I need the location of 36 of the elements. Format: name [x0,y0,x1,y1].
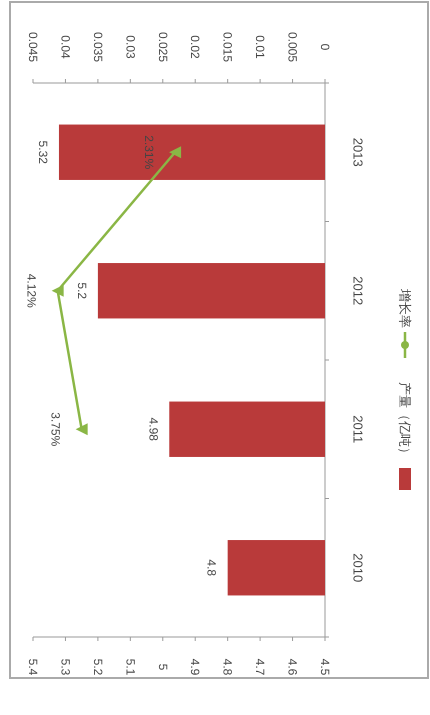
data-label: 4.98 [146,418,160,442]
point [76,423,88,436]
y-tick-label: 2010 [350,553,366,582]
x-tick-label: 4.7 [253,658,268,676]
x-tick-label: 5 [156,664,170,671]
x2-tick-label: 0.04 [58,35,72,59]
x-tick-label: 4.6 [286,658,300,676]
x2-tick-label: 0.02 [188,35,202,59]
x-tick-label: 4.9 [188,658,202,676]
x2-tick-label: 0.015 [220,32,235,62]
data-label: 5.32 [36,140,50,164]
x2-tick-label: 0 [318,44,332,51]
x-tick-label: 5.1 [123,658,138,676]
text: 增长率 [398,288,412,328]
data-label: 4.12% [24,274,39,308]
y-tick-label: 2011 [350,415,366,444]
x2-tick-label: 0.005 [286,32,300,62]
x2-tick-label: 0.01 [253,35,268,59]
x2-tick-label: 0.03 [123,35,138,59]
y-tick-label: 2013 [350,138,366,167]
data-label: 4.8 [204,559,219,576]
x-tick-label: 5.3 [58,658,72,676]
data-label: 2.31% [142,135,156,170]
data-label: 5.2 [74,282,89,300]
x2-tick-label: 0.025 [156,32,170,62]
point [52,284,64,297]
x-tick-label: 4.8 [220,658,235,676]
point [169,146,182,158]
text: 产量（亿吨） [398,382,412,460]
x-tick-label: 5.2 [90,658,105,676]
y-tick-label: 2012 [350,276,366,306]
x-tick-label: 4.5 [318,658,332,676]
x2-tick-label: 0.045 [26,32,40,62]
x-tick-label: 5.4 [26,658,40,676]
x2-tick-label: 0.035 [90,32,105,62]
data-label: 3.75% [48,412,63,447]
